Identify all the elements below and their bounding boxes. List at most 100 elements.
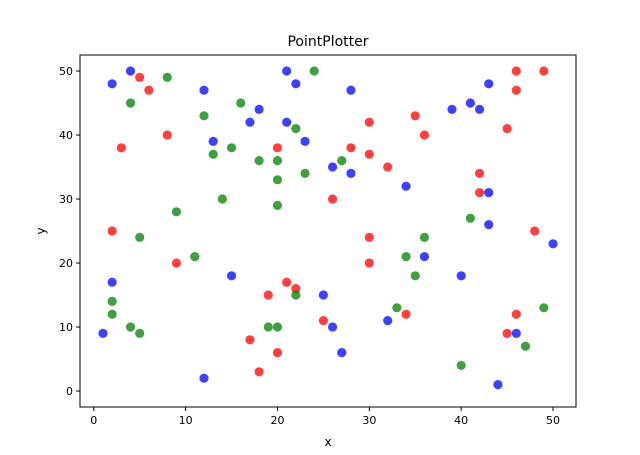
scatter-point (401, 252, 411, 262)
scatter-point (327, 322, 338, 332)
scatter-point (401, 309, 411, 319)
chart-title: PointPlotter (287, 34, 368, 50)
y-axis-label: y (34, 227, 48, 234)
scatter-point (346, 85, 356, 95)
scatter-point (125, 98, 136, 108)
scatter-point (199, 111, 209, 121)
scatter-point (300, 168, 310, 178)
scatter-point (539, 66, 549, 76)
scatter-point (346, 168, 356, 178)
scatter-point (236, 98, 246, 108)
scatter-point (272, 322, 283, 332)
scatter-point (484, 79, 494, 89)
scatter-point (511, 328, 521, 338)
scatter-point (226, 271, 237, 281)
scatter-point (135, 72, 145, 82)
x-tick-label: 50 (546, 414, 560, 427)
y-tick-label: 50 (59, 65, 73, 78)
scatter-point (199, 373, 209, 383)
scatter-point (107, 309, 117, 319)
scatter-point (474, 188, 485, 198)
scatter-point (419, 130, 430, 140)
scatter-point (383, 162, 393, 172)
scatter-point (199, 85, 209, 95)
scatter-point (245, 335, 255, 345)
scatter-point (502, 328, 512, 338)
scatter-point (456, 271, 466, 281)
scatter-point (282, 277, 292, 287)
scatter-point (125, 322, 136, 332)
scatter-point (300, 136, 310, 146)
scatter-point (548, 239, 558, 249)
scatter-point (392, 303, 402, 313)
scatter-point (364, 232, 374, 242)
scatter-point (456, 360, 466, 370)
scatter-point (208, 149, 218, 159)
scatter-point (465, 98, 475, 108)
scatter-point (327, 194, 338, 204)
scatter-point (217, 194, 227, 204)
scatter-point (171, 258, 182, 268)
scatter-point (226, 143, 237, 153)
scatter-point (502, 124, 512, 134)
x-axis-ticks: 0 10 20 30 40 50 (90, 407, 560, 427)
scatter-point (419, 232, 430, 242)
scatter-point (272, 175, 283, 185)
scatter-point (282, 66, 292, 76)
x-tick-label: 40 (454, 414, 468, 427)
scatter-point (337, 156, 347, 166)
scatter-point (539, 303, 549, 313)
scatter-point (135, 232, 145, 242)
scatter-point (263, 290, 273, 300)
scatter-point (364, 149, 374, 159)
x-tick-label: 10 (179, 414, 193, 427)
scatter-point (291, 124, 301, 134)
scatter-point (144, 85, 154, 95)
scatter-point (520, 341, 531, 351)
scatter-point (484, 188, 494, 198)
scatter-point (410, 111, 420, 121)
y-tick-label: 10 (59, 321, 73, 334)
scatter-point (364, 258, 374, 268)
scatter-point (135, 328, 145, 338)
scatter-point (190, 252, 200, 262)
y-tick-label: 20 (59, 257, 73, 270)
scatter-point (493, 380, 503, 390)
scatter-point (254, 156, 264, 166)
scatter-point (272, 143, 283, 153)
scatter-point (272, 156, 283, 166)
scatter-point (511, 66, 521, 76)
scatter-point (474, 168, 485, 178)
scatter-point (447, 104, 457, 114)
scatter-point (530, 226, 540, 236)
points-layer (98, 66, 558, 390)
scatter-point (98, 328, 108, 338)
scatter-point (474, 104, 485, 114)
scatter-point (272, 200, 283, 210)
scatter-point (107, 226, 117, 236)
scatter-point (125, 66, 136, 76)
x-tick-label: 30 (362, 414, 376, 427)
scatter-point (107, 277, 117, 287)
scatter-point (401, 181, 411, 191)
scatter-point (116, 143, 126, 153)
scatter-point (364, 117, 374, 127)
scatter-point (291, 79, 301, 89)
scatter-point (346, 143, 356, 153)
scatter-point (282, 117, 292, 127)
scatter-point (484, 220, 494, 230)
scatter-point (327, 162, 338, 172)
scatter-point (263, 322, 273, 332)
scatter-point (107, 79, 117, 89)
scatter-point (107, 296, 117, 306)
scatter-point (171, 207, 182, 217)
scatter-point (291, 284, 301, 294)
scatter-point (162, 130, 172, 140)
scatter-point (208, 136, 218, 146)
scatter-point (318, 316, 329, 326)
scatter-point (254, 367, 264, 377)
scatter-point (465, 213, 475, 223)
scatter-point (318, 290, 329, 300)
scatter-point (309, 66, 319, 76)
